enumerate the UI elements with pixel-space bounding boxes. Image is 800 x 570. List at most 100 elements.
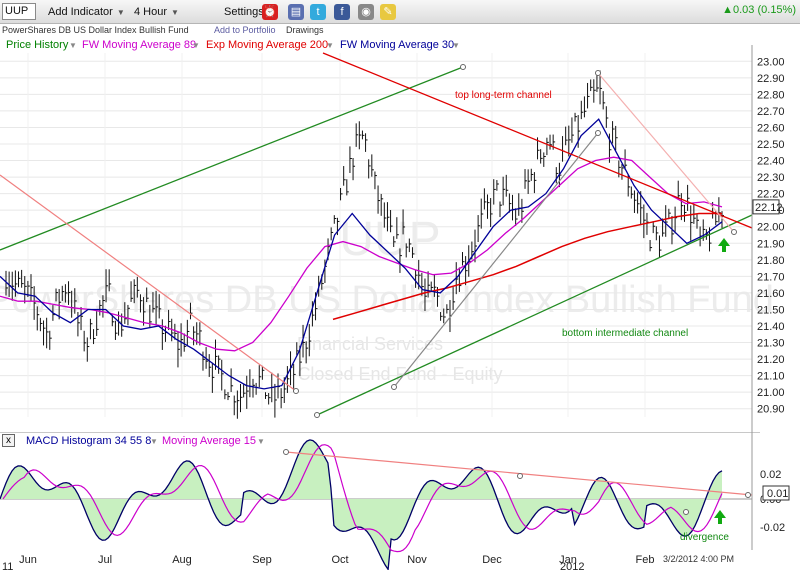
y-tick-label: 21.00 [757,387,785,399]
chevron-down-icon[interactable]: ▼ [150,437,158,446]
x-tick-label: Jan [559,554,577,566]
fund-name: PowerShares DB US Dollar Index Bullish F… [2,25,189,35]
legend-fw-ma-89[interactable]: FW Moving Average 89 [82,39,197,51]
facebook-icon[interactable]: f [334,4,350,20]
close-icon[interactable]: x [2,434,15,447]
trendline-handle[interactable] [293,388,299,394]
y-tick-label: 22.70 [757,106,785,118]
y-tick-label: 22.60 [757,122,785,134]
fw-ma-89-line [0,156,723,352]
fw-ma-30-line [0,118,723,390]
y-tick-label: 21.70 [757,271,785,283]
chevron-down-icon[interactable]: ▼ [326,41,334,50]
save-icon[interactable]: ▤ [288,4,304,20]
y-tick-label: 22.40 [757,156,785,168]
trendline-bottom-channel[interactable] [316,214,753,416]
toolbar: UUP Add Indicator▼ 4 Hour▼ Settings▼ ⏰ ▤… [0,0,800,24]
macd-y-tick-label: 0.02 [760,469,781,481]
x-tick-label: Oct [331,554,348,566]
alarm-clock-icon[interactable]: ⏰ [262,4,278,20]
interval-label: 4 Hour [134,6,168,18]
price-change-quote: ▲0.03 (0.15%) [722,4,796,16]
y-tick-label: 21.80 [757,255,785,267]
trendline-handle[interactable] [595,130,601,136]
y-tick-label: 20.90 [757,404,785,416]
y-tick-label: 21.40 [757,321,785,333]
settings-label: Settings [224,6,264,18]
x-tick-label: Aug [172,554,192,566]
chevron-down-icon[interactable]: ▼ [257,437,265,446]
sub-toolbar: PowerShares DB US Dollar Index Bullish F… [0,24,800,36]
trendline-handle[interactable] [683,509,689,515]
trendline-upper-channel[interactable] [0,66,464,251]
trendline-handle[interactable] [391,384,397,390]
legend-macd-histogram[interactable]: MACD Histogram 34 55 8 [26,435,152,447]
camera-icon[interactable]: ◉ [358,4,374,20]
trendline-handle[interactable] [283,449,289,455]
x-tick-label: Jul [98,554,112,566]
legend-exp-ma-200[interactable]: Exp Moving Average 200 [206,39,329,51]
y-tick-label: 22.20 [757,189,785,201]
axes: 23.00 22.90 22.80 22.70 22.60 22.50 22.40 22.30… [2,45,785,570]
chevron-down-icon[interactable]: ▼ [452,41,460,50]
trendline-handle[interactable] [460,64,466,70]
y-tick-label: 21.90 [757,238,785,250]
add-indicator-label: Add Indicator [48,6,113,18]
x-tick-label: Dec [482,554,502,566]
chevron-down-icon: ▼ [116,8,125,17]
y-tick-label: 21.60 [757,288,785,300]
y-tick-label: 22.30 [757,172,785,184]
y-tick-label: 21.30 [757,338,785,350]
symbol-input[interactable]: UUP [2,3,36,20]
chevron-down-icon: ▼ [171,8,179,17]
watermark-category: Financial Services [297,334,443,354]
annotation-bottom-channel: bottom intermediate channel [562,328,688,339]
y-tick-label: 22.50 [757,139,785,151]
chevron-down-icon[interactable]: ▼ [192,41,200,50]
trendline-pink-short[interactable] [597,72,735,233]
x-tick-label: Feb [636,554,655,566]
trendline-handle[interactable] [731,229,737,235]
x-tick-label: Nov [407,554,427,566]
y-tick-label: 22.80 [757,89,785,101]
macd-histogram-line [0,439,723,570]
macd-ma-line [2,444,723,553]
legend-macd-ma-15[interactable]: Moving Average 15 [162,435,256,447]
twitter-icon[interactable]: t [310,4,326,20]
y-tick-label: 23.00 [757,56,785,68]
annotation-divergence: divergence [680,532,729,543]
trendline-pink-down[interactable] [0,174,297,392]
up-arrow-marker [714,510,726,524]
last-price-label: 22.12 [755,202,783,214]
note-icon[interactable]: ✎ [380,4,396,20]
trendline-handle[interactable] [517,473,523,479]
indicator-lines [0,118,723,390]
x-tick-label: Sep [252,554,272,566]
trendline-handle[interactable] [314,412,320,418]
trendline-top-channel[interactable] [322,52,753,229]
trendline-gray[interactable] [393,132,599,388]
add-to-portfolio-link[interactable]: Add to Portfolio [214,25,276,35]
trendline-handle[interactable] [745,492,751,498]
x-year-label: 2012 [560,561,584,570]
chevron-down-icon[interactable]: ▼ [69,41,77,50]
y-tick-label: 21.10 [757,371,785,383]
y-tick-label: 22.00 [757,222,785,234]
add-indicator-button[interactable]: Add Indicator ▼ [48,3,125,21]
y-tick-label: 22.90 [757,73,785,85]
x-tick-label: Jun [19,554,37,566]
watermark-type: Closed End Fund - Equity [297,364,502,384]
interval-select[interactable]: 4 Hour ▼ [134,3,196,21]
macd-last-value-tag [762,485,790,501]
annotation-top-channel: top long-term channel [455,90,552,101]
legend-fw-ma-30[interactable]: FW Moving Average 30 [340,39,455,51]
legend-price-history[interactable]: Price History [6,39,69,51]
y-tick-label: 21.50 [757,304,785,316]
trendline-handle[interactable] [595,70,601,76]
trendline-drawings[interactable]: top long-term channel bottom intermediate… [0,52,753,418]
drawings-link[interactable]: Drawings [286,25,324,35]
last-price-tag [752,199,780,215]
